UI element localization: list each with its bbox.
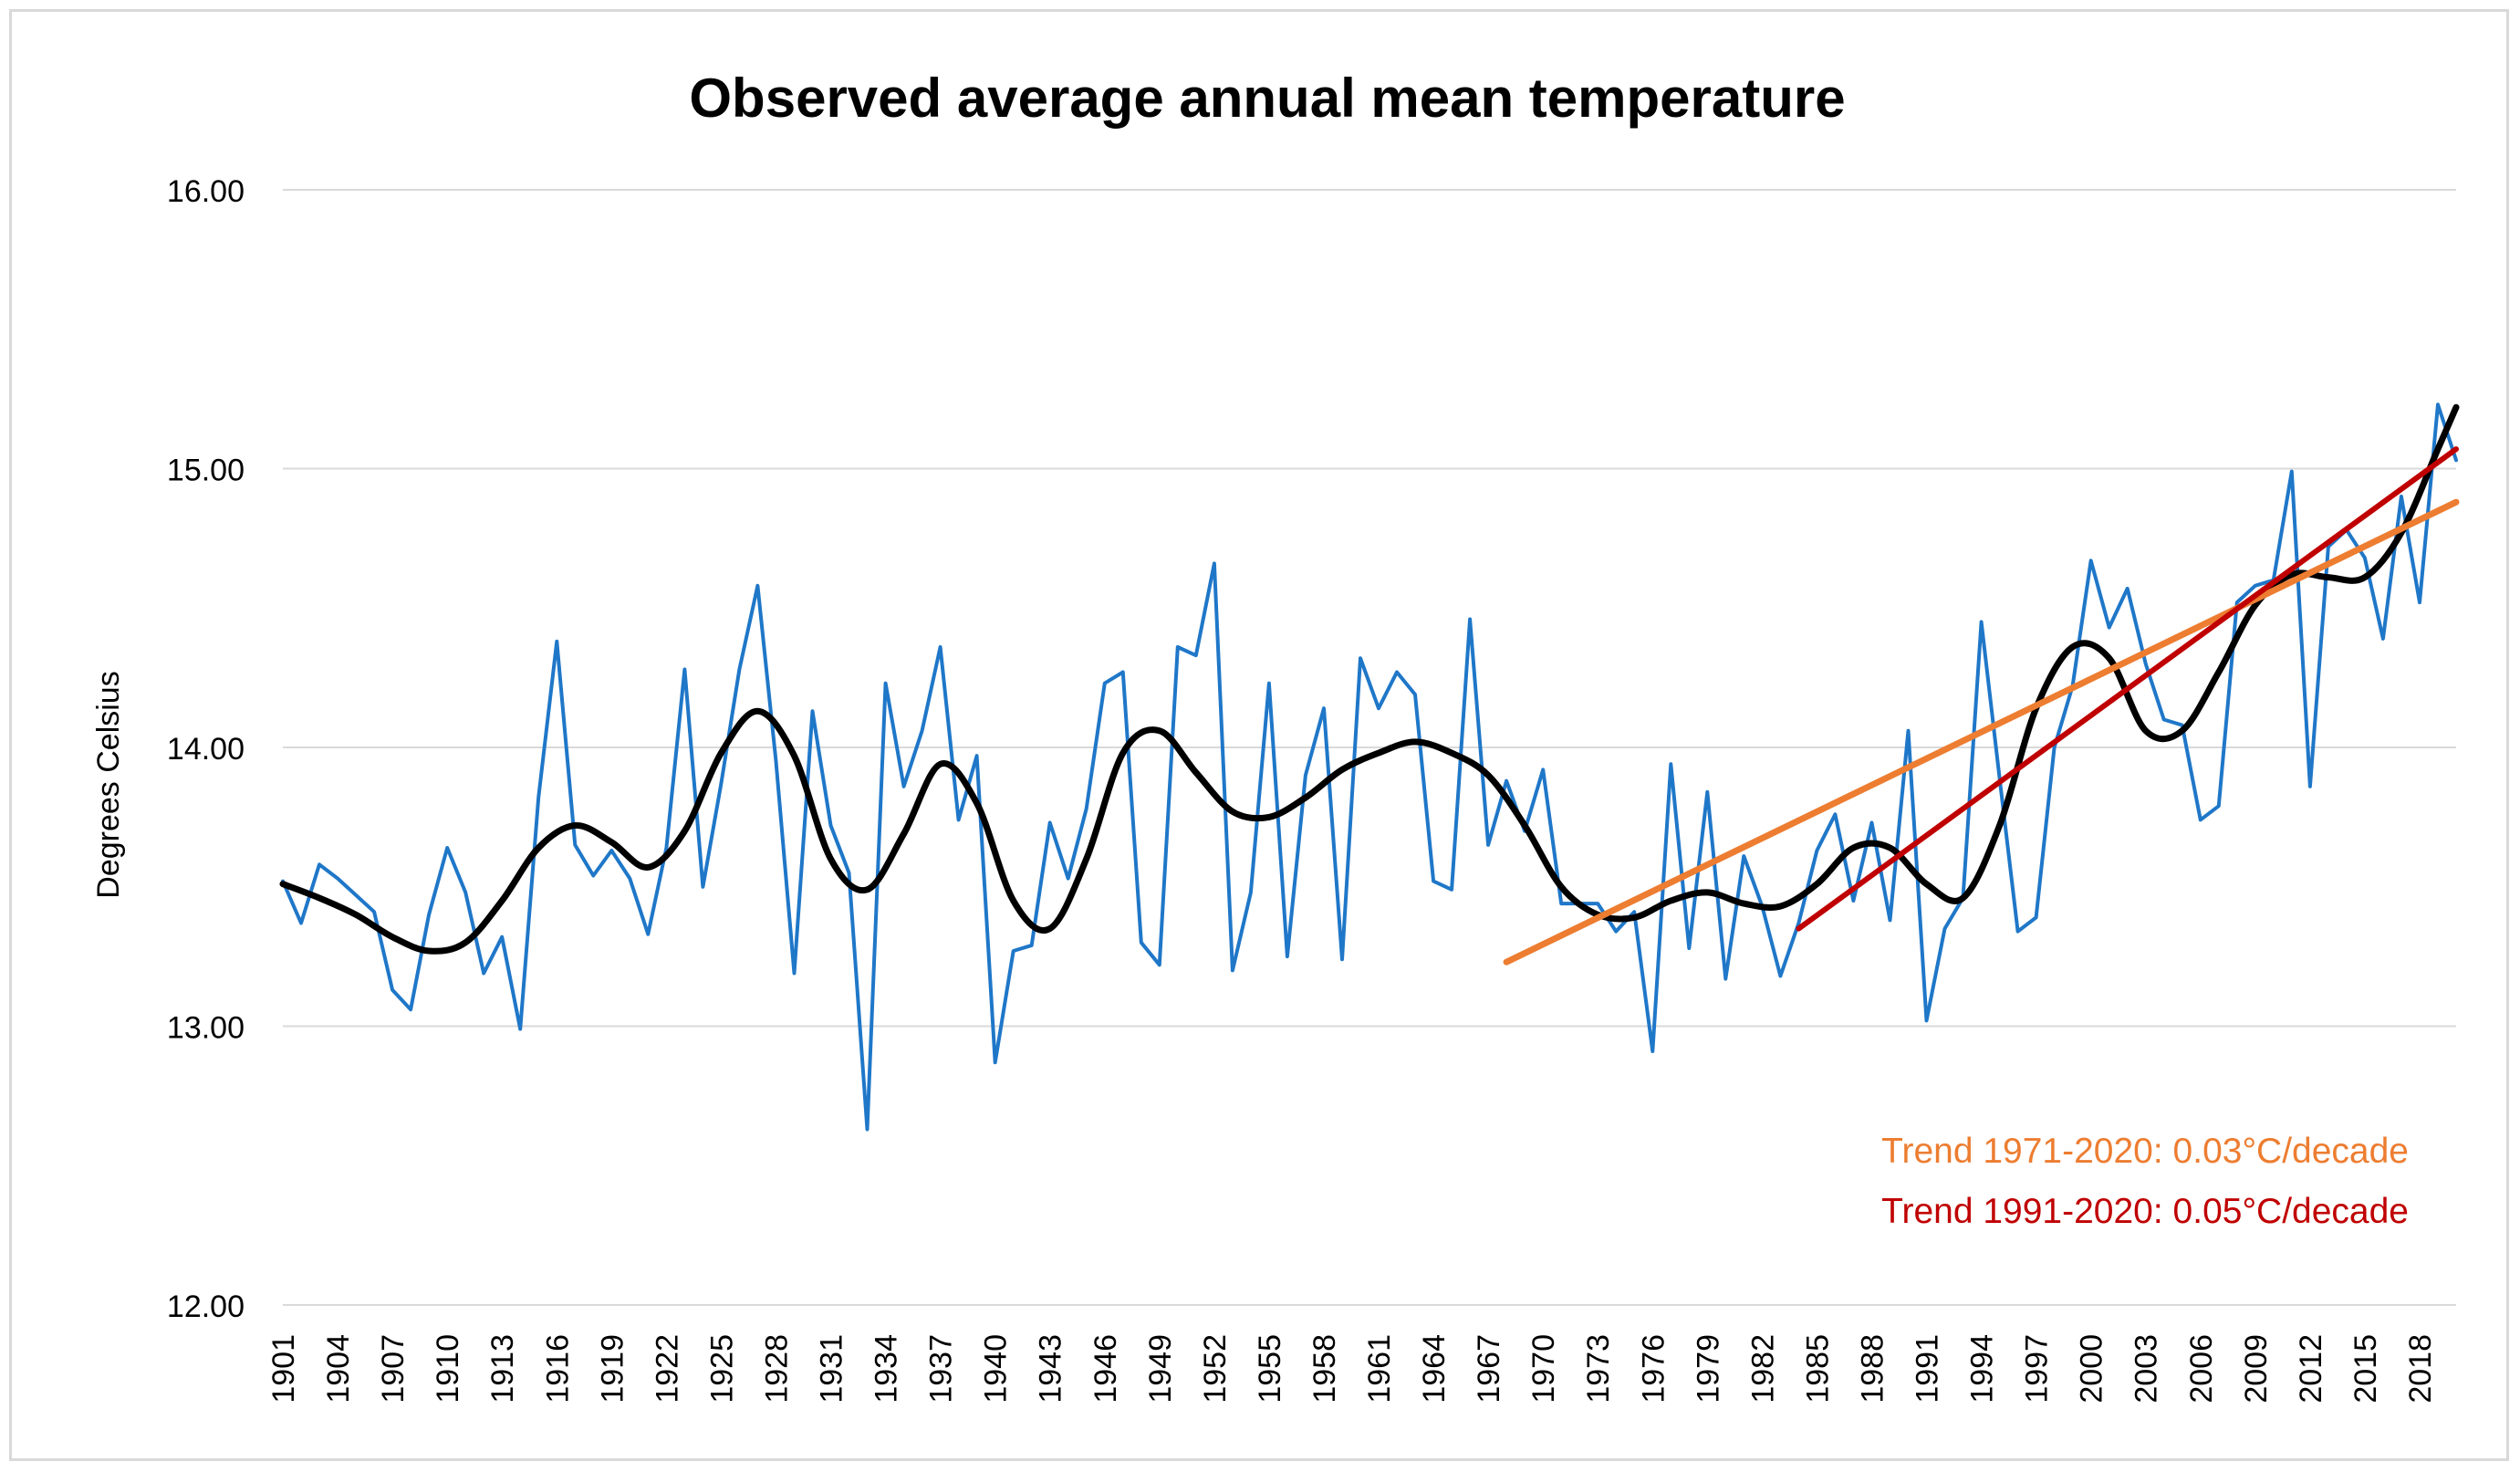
x-tick-label: 1967 xyxy=(1472,1334,1506,1404)
x-tick-label: 1907 xyxy=(376,1334,411,1404)
y-tick-label: 12.00 xyxy=(167,1289,245,1324)
x-tick-label: 2003 xyxy=(2130,1334,2164,1404)
x-tick-label: 1904 xyxy=(321,1334,356,1404)
x-tick-label: 2009 xyxy=(2239,1334,2274,1404)
x-tick-label: 1901 xyxy=(266,1334,301,1404)
x-tick-label: 1979 xyxy=(1691,1334,1725,1404)
chart-title: Observed average annual mean temperature xyxy=(689,68,1845,129)
x-tick-label: 1976 xyxy=(1636,1334,1671,1404)
x-tick-label: 2018 xyxy=(2403,1334,2438,1404)
y-axis-label: Degrees Celsius xyxy=(91,671,126,898)
x-tick-label: 2015 xyxy=(2348,1334,2383,1404)
x-tick-label: 1991 xyxy=(1911,1334,1945,1404)
annual-temperature-line xyxy=(281,402,2458,1132)
x-tick-label: 2012 xyxy=(2294,1334,2328,1404)
x-tick-label: 1961 xyxy=(1362,1334,1397,1404)
x-tick-label: 2006 xyxy=(2184,1334,2219,1404)
x-tick-label: 2000 xyxy=(2075,1334,2109,1404)
x-tick-label: 1973 xyxy=(1581,1334,1616,1404)
x-tick-label: 1940 xyxy=(979,1334,1014,1404)
x-tick-label: 1928 xyxy=(759,1334,794,1404)
x-tick-label: 1922 xyxy=(650,1334,684,1404)
x-tick-label: 1964 xyxy=(1417,1334,1452,1404)
series-lines xyxy=(279,402,2460,1132)
x-tick-label: 1988 xyxy=(1855,1334,1890,1404)
trend-line-1991-2020 xyxy=(1796,446,2459,932)
trend-annotation-1991-2020: Trend 1991-2020: 0.05°C/decade xyxy=(1881,1192,2409,1231)
y-tick-label: 15.00 xyxy=(167,454,245,488)
chart-frame xyxy=(9,9,2509,1461)
x-tick-label: 1952 xyxy=(1198,1334,1233,1404)
x-tick-label: 1925 xyxy=(704,1334,739,1404)
x-tick-label: 1994 xyxy=(1965,1334,2000,1404)
x-tick-label: 1997 xyxy=(2020,1334,2055,1404)
x-tick-label: 1955 xyxy=(1253,1334,1287,1404)
y-tick-label: 16.00 xyxy=(167,174,245,209)
y-tick-label: 14.00 xyxy=(167,732,245,767)
x-tick-label: 1913 xyxy=(485,1334,520,1404)
x-tick-label: 1937 xyxy=(924,1334,959,1404)
x-tick-label: 1958 xyxy=(1307,1334,1342,1404)
trend-line-1971-2020 xyxy=(1503,498,2460,966)
y-tick-label: 13.00 xyxy=(167,1011,245,1046)
y-tick-labels: 12.00 13.00 14.00 15.00 16.00 xyxy=(167,174,245,1324)
x-tick-label: 1910 xyxy=(431,1334,465,1404)
x-tick-labels: 1901 1904 1907 1910 1913 1916 1919 1922 1925 1928… xyxy=(266,1334,2438,1404)
x-tick-label: 1949 xyxy=(1143,1334,1178,1404)
x-tick-label: 1934 xyxy=(870,1334,904,1404)
x-tick-label: 1919 xyxy=(595,1334,630,1404)
x-tick-label: 1931 xyxy=(815,1334,849,1404)
x-tick-label: 1985 xyxy=(1800,1334,1835,1404)
x-tick-label: 1946 xyxy=(1088,1334,1123,1404)
trend-annotation-1971-2020: Trend 1971-2020: 0.03°C/decade xyxy=(1881,1132,2409,1171)
gridlines xyxy=(283,189,2456,1306)
x-tick-label: 1970 xyxy=(1526,1334,1561,1404)
x-tick-label: 1943 xyxy=(1034,1334,1068,1404)
x-tick-label: 1916 xyxy=(540,1334,575,1404)
x-tick-label: 1982 xyxy=(1745,1334,1780,1404)
